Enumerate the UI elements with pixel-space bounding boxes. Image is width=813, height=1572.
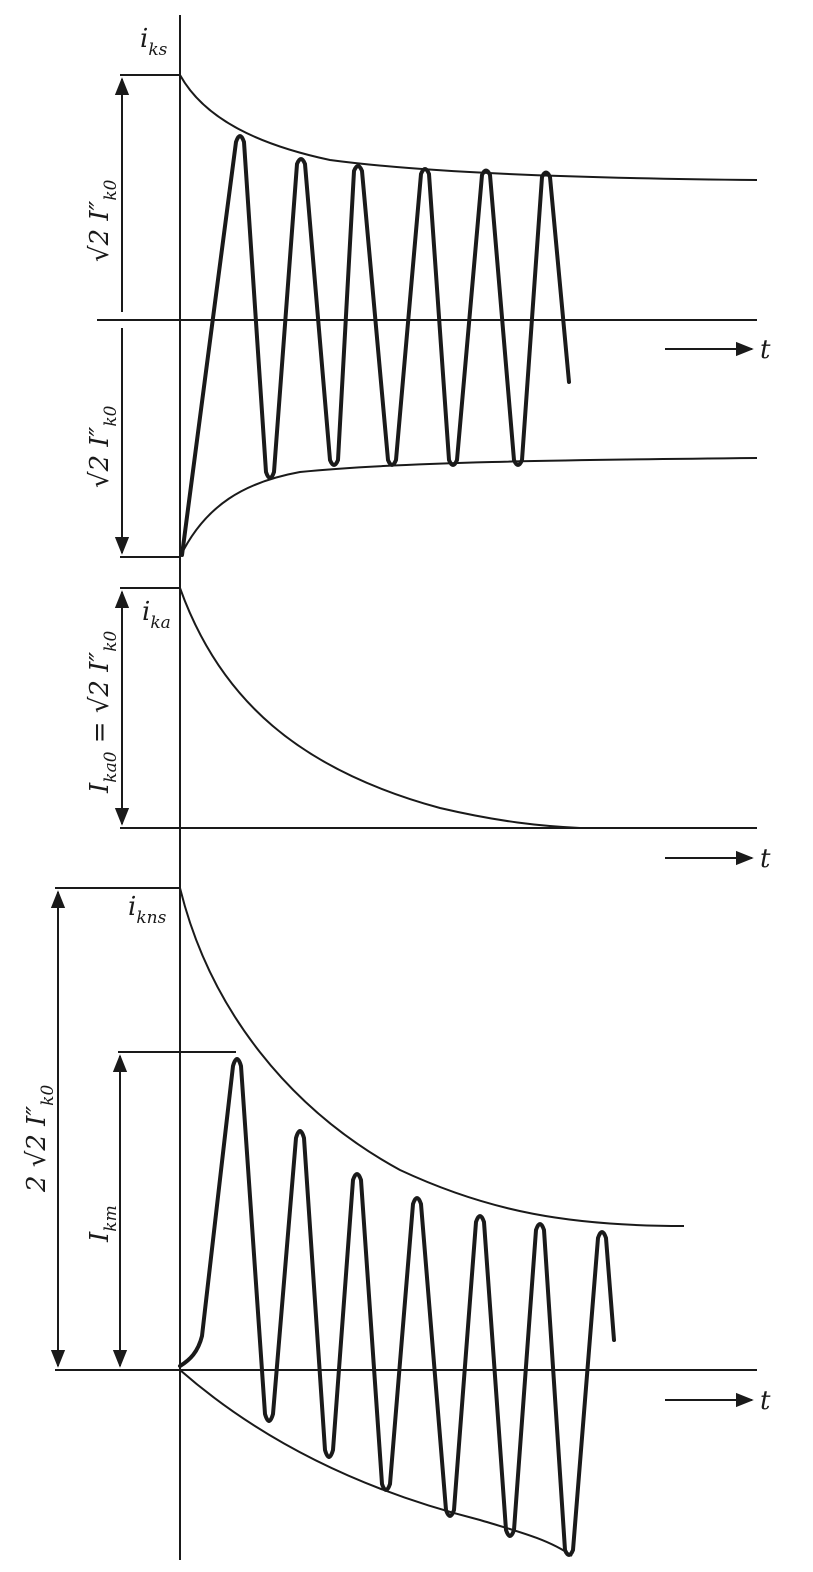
amplitude-label-top: √2 I″k0: [85, 179, 121, 262]
time-label: t: [760, 844, 771, 874]
panel-asymmetric: t ikns 2 √2 I″k0 Ikm: [22, 887, 771, 1557]
upper-envelope: [179, 887, 685, 1227]
signal-label: ikns: [128, 892, 167, 928]
peak-label: Ikm: [85, 1205, 121, 1243]
time-label: t: [760, 335, 771, 365]
amplitude-label: Ika0 = √2 I″k0: [85, 630, 121, 794]
aperiodic-decay-curve: [179, 587, 581, 829]
panel-symmetric: t iks √2 I″k0 √2 I″k0: [85, 24, 771, 558]
symmetric-current-wave: [180, 134, 571, 557]
outer-label: 2 √2 I″k0: [22, 1085, 58, 1193]
amplitude-label-bottom: √2 I″k0: [85, 405, 121, 488]
time-label: t: [760, 1386, 771, 1416]
asymmetric-current-wave: [178, 1057, 616, 1557]
signal-label: ika: [142, 597, 171, 633]
upper-envelope: [179, 74, 758, 181]
signal-label: iks: [140, 24, 168, 60]
panel-aperiodic: t ika Ika0 = √2 I″k0: [85, 587, 771, 874]
lower-envelope: [179, 457, 758, 558]
lower-envelope: [179, 1369, 573, 1557]
